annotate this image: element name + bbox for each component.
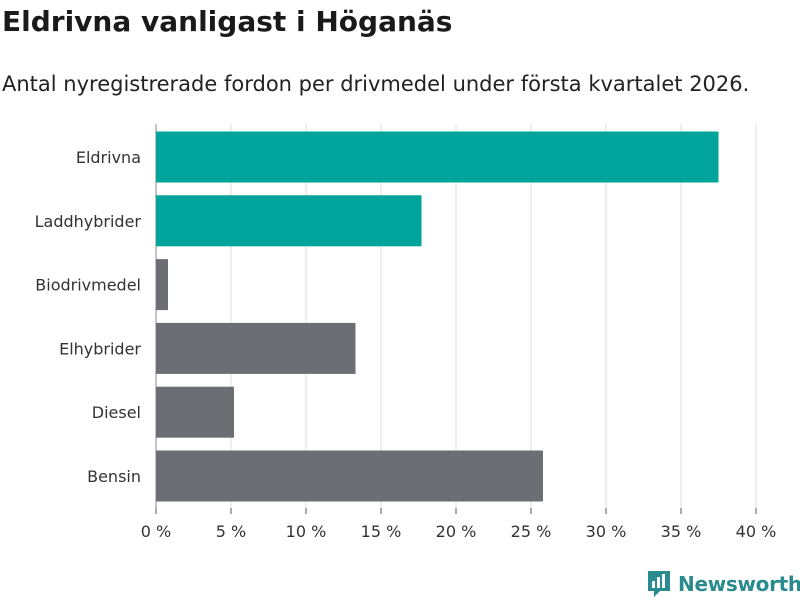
chart-subtitle: Antal nyregistrerade fordon per drivmede…: [2, 72, 750, 96]
x-tick-label: 10 %: [286, 522, 327, 541]
x-tick-label: 0 %: [141, 522, 171, 541]
bar-chart-speech-bubble-icon: [648, 571, 670, 597]
x-tick-label: 5 %: [216, 522, 246, 541]
category-label-bensin: Bensin: [87, 467, 141, 486]
x-tick-label: 25 %: [511, 522, 552, 541]
newsworthy-brand: Newsworthy: [646, 569, 800, 599]
chart-title: Eldrivna vanligast i Höganäs: [2, 5, 453, 38]
bar-diesel: [156, 386, 234, 438]
x-tick-label: 30 %: [586, 522, 627, 541]
category-label-laddhybrider: Laddhybrider: [35, 212, 142, 231]
category-label-diesel: Diesel: [92, 403, 141, 422]
x-tick-label: 40 %: [736, 522, 777, 541]
bar-laddhybrider: [156, 195, 422, 247]
brand-name: Newsworthy: [678, 572, 800, 596]
bar-elhybrider: [156, 322, 356, 374]
category-label-eldrivna: Eldrivna: [76, 148, 141, 167]
category-label-biodrivmedel: Biodrivmedel: [35, 276, 141, 295]
category-label-elhybrider: Elhybrider: [59, 339, 141, 358]
bar-bensin: [156, 450, 543, 502]
x-tick-label: 15 %: [361, 522, 402, 541]
x-tick-label: 20 %: [436, 522, 477, 541]
x-tick-label: 35 %: [661, 522, 702, 541]
bar-eldrivna: [156, 131, 719, 183]
bar-biodrivmedel: [156, 259, 168, 311]
